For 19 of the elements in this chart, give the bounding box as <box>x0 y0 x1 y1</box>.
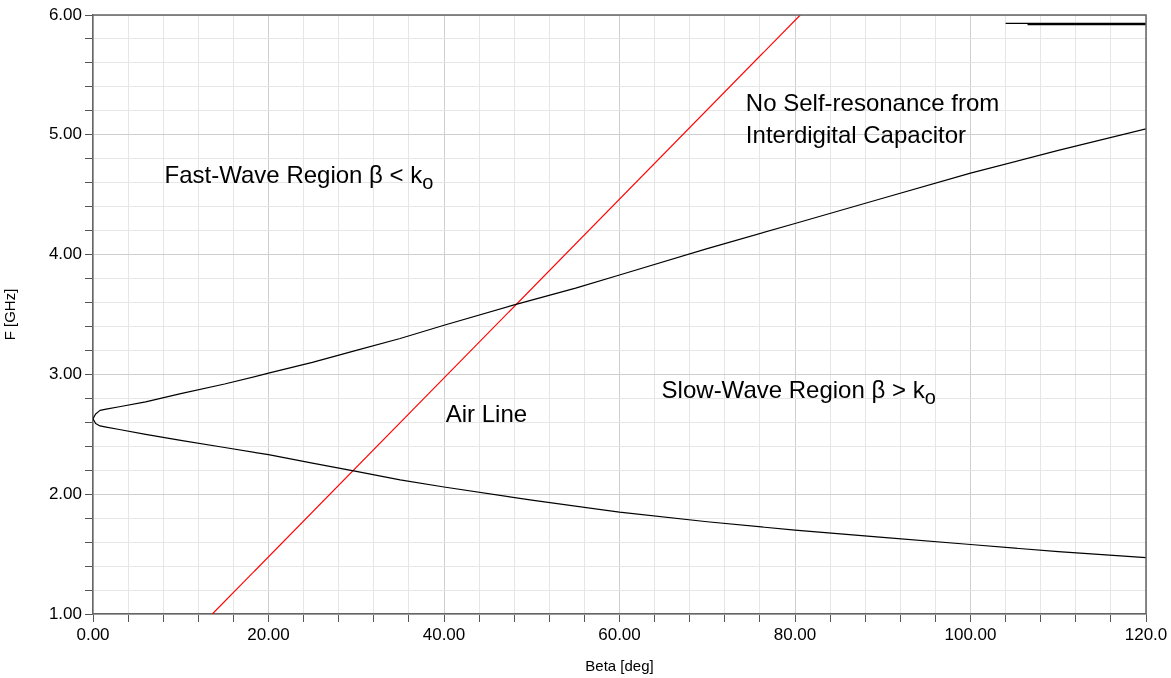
y-axis-title: F [GHz] <box>1 288 19 341</box>
y-tick-label: 3.00 <box>48 364 82 384</box>
x-axis-title: Beta [deg] <box>585 657 654 675</box>
y-tick-label: 2.00 <box>48 483 82 503</box>
x-tick-label: 100.00 <box>944 624 997 644</box>
y-tick-label: 1.00 <box>48 603 82 623</box>
x-tick-label: 20.00 <box>247 624 290 644</box>
annotation: Slow-Wave Region β > k$_{o}$ <box>661 375 936 411</box>
annotation: Fast-Wave Region β < k$_{o}$ <box>164 159 434 195</box>
y-tick-label: 6.00 <box>48 4 82 24</box>
x-tick-label: 0.00 <box>76 624 110 644</box>
annotation: Air Line <box>445 399 528 430</box>
y-tick-label: 5.00 <box>48 124 82 144</box>
x-tick-label: 80.00 <box>773 624 817 644</box>
y-tick-label: 4.00 <box>48 244 82 264</box>
x-tick-label: 60.00 <box>598 624 641 644</box>
annotation: No Self-resonance from Interdigital Capacitor <box>745 87 1001 151</box>
x-tick-label: 40.00 <box>422 624 466 644</box>
x-tick-label: 120.0 <box>1124 624 1168 644</box>
